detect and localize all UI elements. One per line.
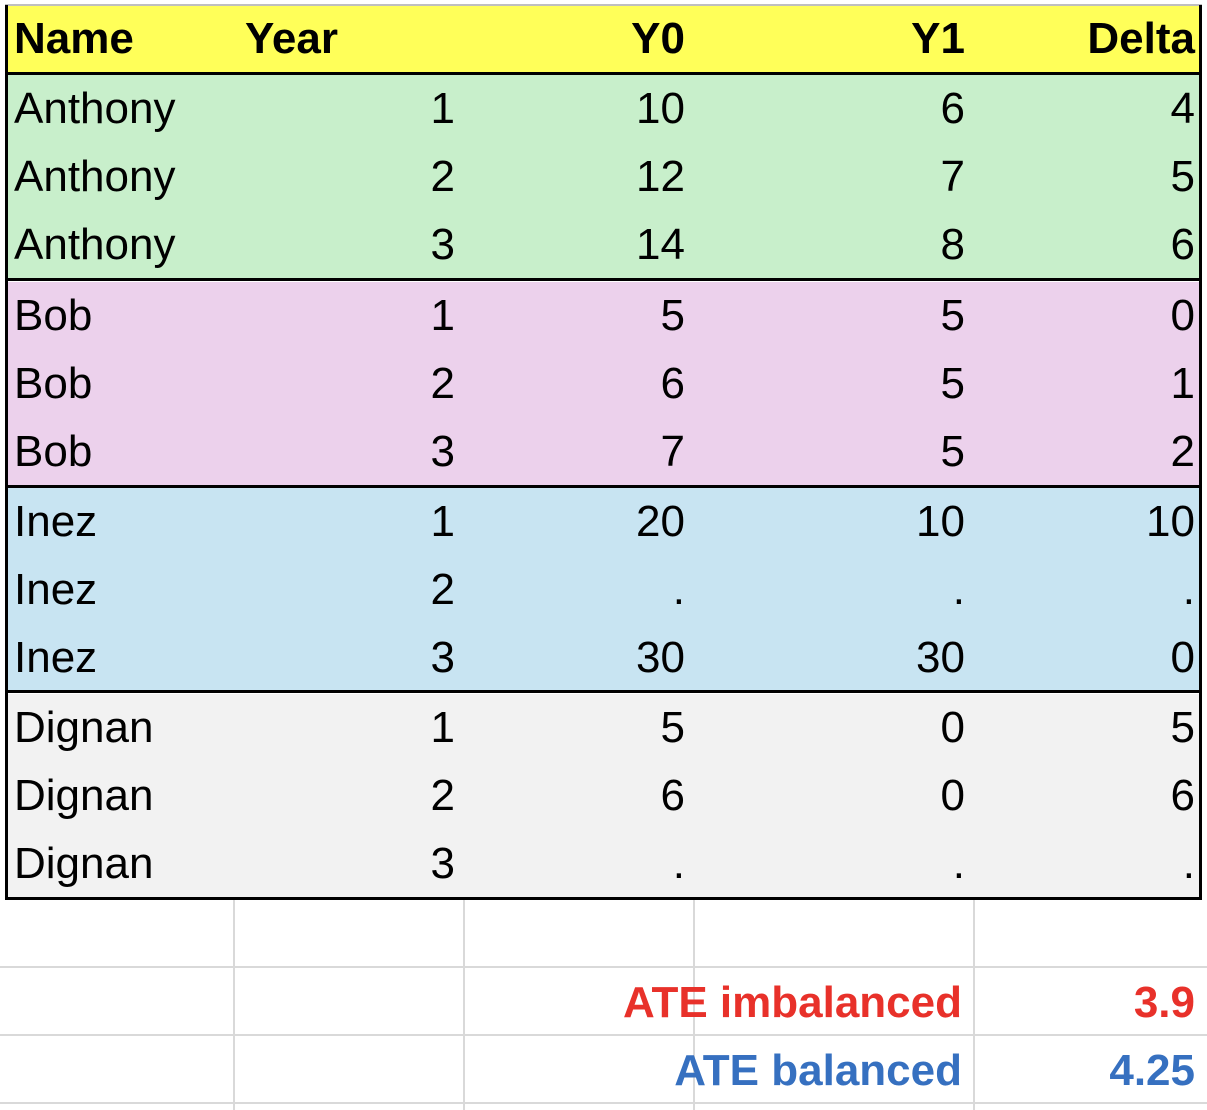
cell-y1[interactable]: .	[952, 565, 965, 614]
header-bottom-border	[5, 72, 1202, 75]
cell-y1[interactable]: 7	[940, 152, 965, 201]
gridline	[463, 898, 465, 1110]
group-border	[5, 278, 1202, 281]
cell-y1[interactable]: 30	[916, 633, 965, 682]
cell-delta[interactable]: .	[1182, 839, 1195, 888]
ate-imbalanced-label[interactable]: ATE imbalanced	[622, 978, 962, 1027]
cell-delta[interactable]: 0	[1170, 633, 1195, 682]
cell-y0[interactable]: 5	[660, 703, 685, 752]
cell-y1[interactable]: 5	[940, 291, 965, 340]
table-row[interactable]: Inez 1 20 10 10	[5, 488, 1202, 556]
table-top-border	[5, 4, 1202, 6]
table-row[interactable]: Anthony 1 10 6 4	[5, 75, 1202, 143]
cell-delta[interactable]: 6	[1170, 220, 1195, 269]
cell-year[interactable]: 2	[430, 152, 455, 201]
cell-name[interactable]: Anthony	[14, 152, 176, 201]
gridline	[0, 966, 1207, 968]
header-name[interactable]: Name	[14, 14, 134, 63]
table-row[interactable]: Inez 2 . . .	[5, 556, 1202, 624]
cell-y1[interactable]: 5	[940, 359, 965, 408]
cell-year[interactable]: 3	[430, 633, 455, 682]
cell-name[interactable]: Dignan	[14, 839, 154, 888]
cell-name[interactable]: Dignan	[14, 703, 154, 752]
cell-y0[interactable]: .	[672, 565, 685, 614]
cell-y0[interactable]: 7	[660, 427, 685, 476]
cell-year[interactable]: 3	[430, 220, 455, 269]
cell-y1[interactable]: 10	[916, 497, 965, 546]
ate-imbalanced-value[interactable]: 3.9	[1133, 978, 1195, 1027]
cell-year[interactable]: 1	[430, 84, 455, 133]
cell-year[interactable]: 1	[430, 703, 455, 752]
cell-year[interactable]: 2	[430, 771, 455, 820]
table-row[interactable]: Bob 2 6 5 1	[5, 350, 1202, 418]
cell-name[interactable]: Bob	[14, 427, 93, 476]
cell-year[interactable]: 1	[430, 497, 455, 546]
table-row[interactable]: Inez 3 30 30 0	[5, 624, 1202, 692]
table-row[interactable]: Anthony 2 12 7 5	[5, 143, 1202, 211]
table-row[interactable]: Bob 1 5 5 0	[5, 282, 1202, 350]
cell-name[interactable]: Inez	[14, 565, 98, 614]
header-year[interactable]: Year	[245, 14, 338, 63]
table-row[interactable]: Dignan 1 5 0 5	[5, 694, 1202, 762]
cell-name[interactable]: Inez	[14, 497, 98, 546]
group-border	[5, 485, 1202, 488]
cell-delta[interactable]: 0	[1170, 291, 1195, 340]
cell-y1[interactable]: 0	[940, 703, 965, 752]
cell-year[interactable]: 2	[430, 565, 455, 614]
gridline	[233, 898, 235, 1110]
cell-delta[interactable]: 4	[1170, 84, 1195, 133]
cell-y1[interactable]: 8	[940, 220, 965, 269]
header-y0[interactable]: Y0	[631, 14, 685, 63]
header-y1[interactable]: Y1	[911, 14, 965, 63]
cell-y0[interactable]: 30	[636, 633, 685, 682]
cell-year[interactable]: 2	[430, 359, 455, 408]
ate-balanced-label[interactable]: ATE balanced	[674, 1046, 962, 1095]
gridline	[0, 1034, 1207, 1036]
cell-name[interactable]: Anthony	[14, 84, 176, 133]
cell-y1[interactable]: 0	[940, 771, 965, 820]
table-left-border	[5, 5, 8, 900]
cell-y0[interactable]: 10	[636, 84, 685, 133]
table-row[interactable]: Dignan 3 . . .	[5, 830, 1202, 898]
cell-y1[interactable]: 5	[940, 427, 965, 476]
cell-y0[interactable]: 12	[636, 152, 685, 201]
cell-delta[interactable]: .	[1182, 565, 1195, 614]
cell-y0[interactable]: 6	[660, 359, 685, 408]
gridline	[693, 898, 695, 1110]
group-border	[5, 690, 1202, 693]
cell-delta[interactable]: 1	[1170, 359, 1195, 408]
cell-delta[interactable]: 10	[1146, 497, 1195, 546]
cell-delta[interactable]: 5	[1170, 152, 1195, 201]
table-row[interactable]: Dignan 2 6 0 6	[5, 762, 1202, 830]
table-bottom-border	[5, 897, 1202, 900]
cell-delta[interactable]: 6	[1170, 771, 1195, 820]
cell-y0[interactable]: .	[672, 839, 685, 888]
cell-year[interactable]: 3	[430, 427, 455, 476]
cell-name[interactable]: Inez	[14, 633, 98, 682]
cell-name[interactable]: Bob	[14, 359, 93, 408]
table-right-border	[1199, 5, 1202, 900]
cell-year[interactable]: 3	[430, 839, 455, 888]
gridline	[973, 898, 975, 1110]
table-row[interactable]: Anthony 3 14 8 6	[5, 211, 1202, 279]
cell-name[interactable]: Anthony	[14, 220, 176, 269]
cell-y0[interactable]: 14	[636, 220, 685, 269]
cell-name[interactable]: Dignan	[14, 771, 154, 820]
cell-y0[interactable]: 6	[660, 771, 685, 820]
header-delta[interactable]: Delta	[1087, 14, 1195, 63]
header-row[interactable]: Name Year Y0 Y1 Delta	[5, 5, 1202, 73]
cell-delta[interactable]: 2	[1170, 427, 1195, 476]
table-row[interactable]: Bob 3 7 5 2	[5, 418, 1202, 486]
ate-balanced-value[interactable]: 4.25	[1109, 1046, 1195, 1095]
cell-y0[interactable]: 5	[660, 291, 685, 340]
cell-y0[interactable]: 20	[636, 497, 685, 546]
cell-year[interactable]: 1	[430, 291, 455, 340]
cell-name[interactable]: Bob	[14, 291, 93, 340]
cell-y1[interactable]: .	[952, 839, 965, 888]
cell-y1[interactable]: 6	[940, 84, 965, 133]
gridline	[0, 1102, 1207, 1104]
cell-delta[interactable]: 5	[1170, 703, 1195, 752]
